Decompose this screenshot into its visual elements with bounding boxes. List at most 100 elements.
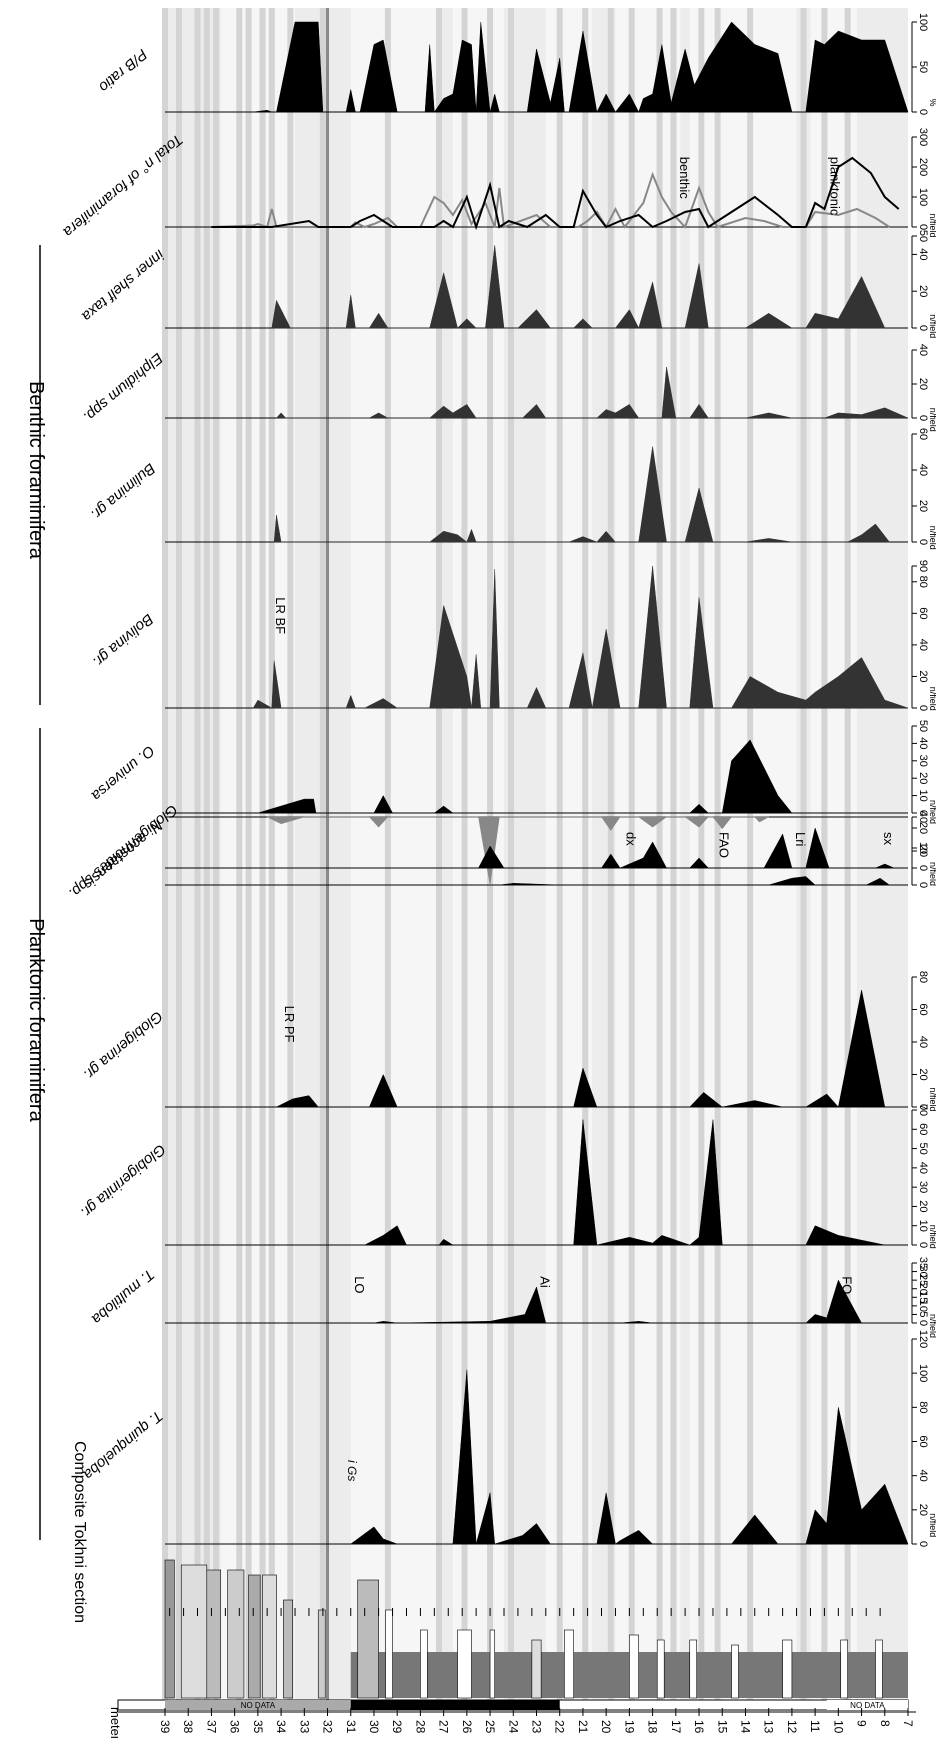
- meter-tick-label: 37: [204, 1720, 218, 1734]
- panel-title: O. universa: [88, 742, 158, 804]
- section-bed: [317, 1609, 326, 1699]
- value-tick-label: 10: [917, 842, 929, 854]
- panel-title: Globigerina gr.: [80, 1007, 166, 1083]
- value-tick-label: 120: [917, 1330, 929, 1348]
- composite-section: NO DATA NO DATA: [117, 1559, 909, 1711]
- meter-tick-label: 12: [785, 1720, 799, 1734]
- series-area: [273, 446, 890, 543]
- band-dark: [435, 8, 442, 1705]
- zone-bands: [162, 8, 908, 1705]
- meter-tick-label: 14: [738, 1720, 752, 1734]
- section-title: Composite Tokhni section: [71, 1441, 88, 1623]
- band-dark: [245, 8, 252, 1705]
- band-dark: [268, 8, 275, 1705]
- value-tick-label: 30: [917, 1181, 929, 1193]
- value-tick-label: 35: [917, 1257, 929, 1269]
- band-light: [350, 8, 437, 1705]
- series-area: [373, 1279, 862, 1324]
- meter-tick-label: 21: [576, 1720, 590, 1734]
- value-tick-label: 20: [917, 1283, 929, 1295]
- meter-tick-label: 17: [669, 1720, 683, 1734]
- value-tick-label: 30: [917, 1265, 929, 1277]
- value-tick-label: 30: [917, 755, 929, 767]
- value-tick-label: 50: [917, 61, 929, 73]
- meter-tick-label: 20: [599, 1720, 613, 1734]
- value-unit: n/field: [928, 526, 936, 550]
- series-area: [478, 827, 895, 869]
- value-tick-label: 300: [917, 128, 929, 146]
- value-unit: n/field: [928, 1088, 936, 1112]
- value-tick-label: 0: [917, 224, 929, 230]
- panel-title: T. quinqueloba: [80, 1407, 166, 1483]
- meter-axis-label: meter: [108, 1707, 123, 1738]
- meter-tick-label: 39: [158, 1720, 172, 1734]
- value-tick-label: 20: [917, 500, 929, 512]
- section-bar-black: [350, 1700, 560, 1710]
- band-dark: [461, 8, 468, 1705]
- band-dark: [319, 8, 326, 1705]
- band-dark: [259, 8, 266, 1705]
- group-label-planktonic: Planktonic foraminifera: [25, 918, 47, 1122]
- value-tick-label: 10: [917, 789, 929, 801]
- value-tick-label: 40: [917, 1162, 929, 1174]
- meter-tick-label: 38: [181, 1720, 195, 1734]
- band-dark: [203, 8, 210, 1705]
- series-line: [211, 171, 890, 230]
- no-data-label: NO DATA: [241, 1701, 276, 1710]
- series-area: [364, 1119, 885, 1246]
- event-label: LR BF: [273, 597, 288, 634]
- section-bar-nodata2: [826, 1700, 908, 1710]
- band-dark: [162, 8, 168, 1705]
- value-unit: %: [928, 99, 936, 107]
- value-tick-label: 0: [917, 415, 929, 421]
- section-bed: [357, 1579, 379, 1699]
- value-tick-label: 80: [917, 1401, 929, 1413]
- event-label: LO: [352, 1276, 367, 1293]
- series-area: [275, 366, 909, 419]
- panel-title: Elphidium spp.: [80, 349, 166, 425]
- value-tick-label: 40: [917, 464, 929, 476]
- meter-tick-label: 26: [460, 1720, 474, 1734]
- no-data-label: NO DATA: [850, 1701, 885, 1710]
- band-dark: [556, 8, 563, 1705]
- value-tick-label: 15: [917, 1291, 929, 1303]
- band-dark: [698, 8, 705, 1705]
- meter-tick-label: 33: [297, 1720, 311, 1734]
- value-tick-label: 90: [917, 560, 929, 572]
- section-bed: [531, 1639, 542, 1699]
- value-tick-label: 0: [917, 1541, 929, 1547]
- meter-tick-label: 36: [228, 1720, 242, 1734]
- value-unit: n/field: [928, 1225, 936, 1249]
- meter-tick-label: 34: [274, 1720, 288, 1734]
- section-bed: [180, 1564, 208, 1699]
- series-area: [253, 21, 909, 113]
- value-tick-label: 0: [917, 882, 929, 888]
- series-area: [349, 1369, 909, 1545]
- value-tick-label: 0: [917, 705, 929, 711]
- panel-title: inner shelf taxa: [78, 246, 167, 324]
- meter-tick-label: 11: [808, 1720, 822, 1733]
- value-tick-label: 60: [917, 1123, 929, 1135]
- value-tick-label: 0: [917, 810, 929, 816]
- section-bed: [283, 1599, 294, 1699]
- value-tick-label: 40: [917, 1036, 929, 1048]
- value-tick-label: 70: [917, 1104, 929, 1116]
- event-label: Lri: [793, 832, 808, 847]
- band-dark: [213, 8, 220, 1705]
- value-unit: n/field: [928, 1513, 936, 1537]
- value-tick-label: 60: [917, 1435, 929, 1447]
- band-dark: [175, 8, 182, 1705]
- meter-tick-label: 23: [530, 1720, 544, 1734]
- value-tick-label: 0: [917, 109, 929, 115]
- value-tick-label: 80: [917, 971, 929, 983]
- value-tick-label: 20: [917, 285, 929, 297]
- value-unit: n/field: [928, 862, 936, 886]
- value-tick-label: 10: [917, 1220, 929, 1232]
- band-dark: [194, 8, 201, 1705]
- band-dark: [800, 8, 807, 1705]
- value-unit: n/field: [928, 314, 936, 338]
- panel-title: P/B ratio: [95, 45, 150, 95]
- value-tick-label: 20: [917, 772, 929, 784]
- value-tick-label: 80: [917, 576, 929, 588]
